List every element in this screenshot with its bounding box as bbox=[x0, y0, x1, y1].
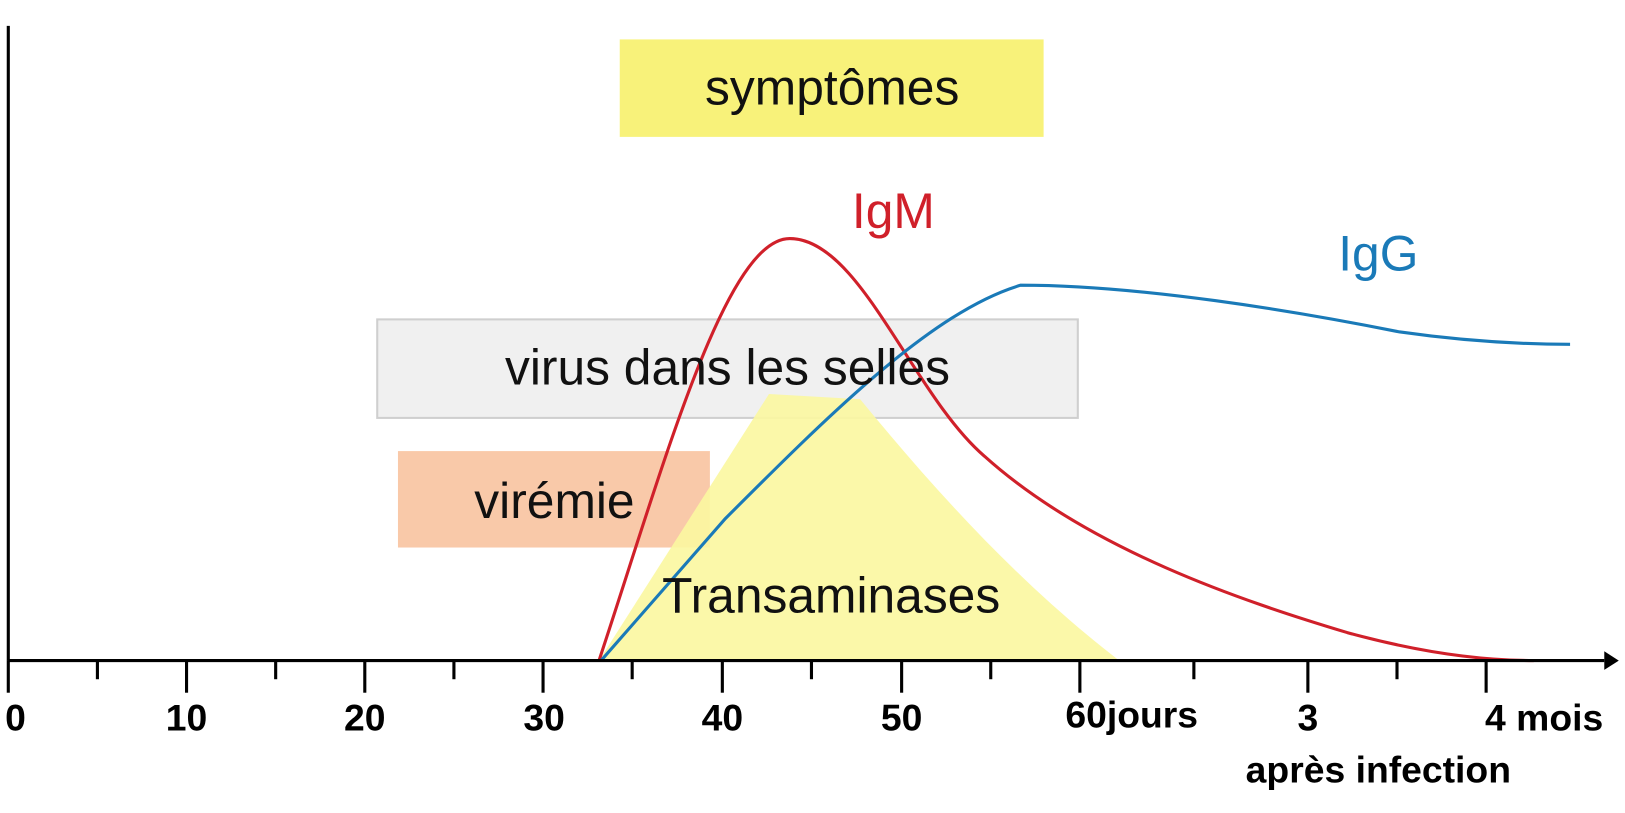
x-tick-label: 10 bbox=[166, 697, 208, 739]
igm-label: IgM bbox=[852, 183, 935, 239]
x-tick-label: 0 bbox=[5, 697, 26, 739]
stool-virus-box bbox=[376, 318, 1079, 419]
viremia-box bbox=[397, 451, 710, 548]
symptoms-box bbox=[619, 39, 1044, 137]
x-tick-label: 20 bbox=[344, 697, 386, 739]
igg-label: IgG bbox=[1338, 225, 1418, 281]
x-axis-arrow bbox=[1604, 651, 1619, 670]
viremia-label: virémie bbox=[474, 473, 634, 529]
x-tick-label: 50 bbox=[881, 697, 923, 739]
symptoms-label: symptômes bbox=[705, 59, 959, 115]
x-tick-label: 4 mois bbox=[1485, 697, 1603, 739]
transaminases-label: Transaminases bbox=[662, 568, 1000, 624]
x-tick-label: 30 bbox=[523, 697, 565, 739]
x-tick-label: 40 bbox=[702, 697, 744, 739]
transaminases-area bbox=[599, 394, 1120, 661]
x-ticks bbox=[6, 660, 1488, 693]
stool-virus-label: virus dans les selles bbox=[505, 339, 950, 395]
x-tick-label: 3 bbox=[1297, 697, 1318, 739]
igg-curve bbox=[599, 283, 1571, 662]
x-axis-caption: après infection bbox=[1246, 748, 1511, 790]
x-tick-label: 60jours bbox=[1065, 693, 1198, 735]
igm-curve bbox=[597, 236, 1534, 663]
